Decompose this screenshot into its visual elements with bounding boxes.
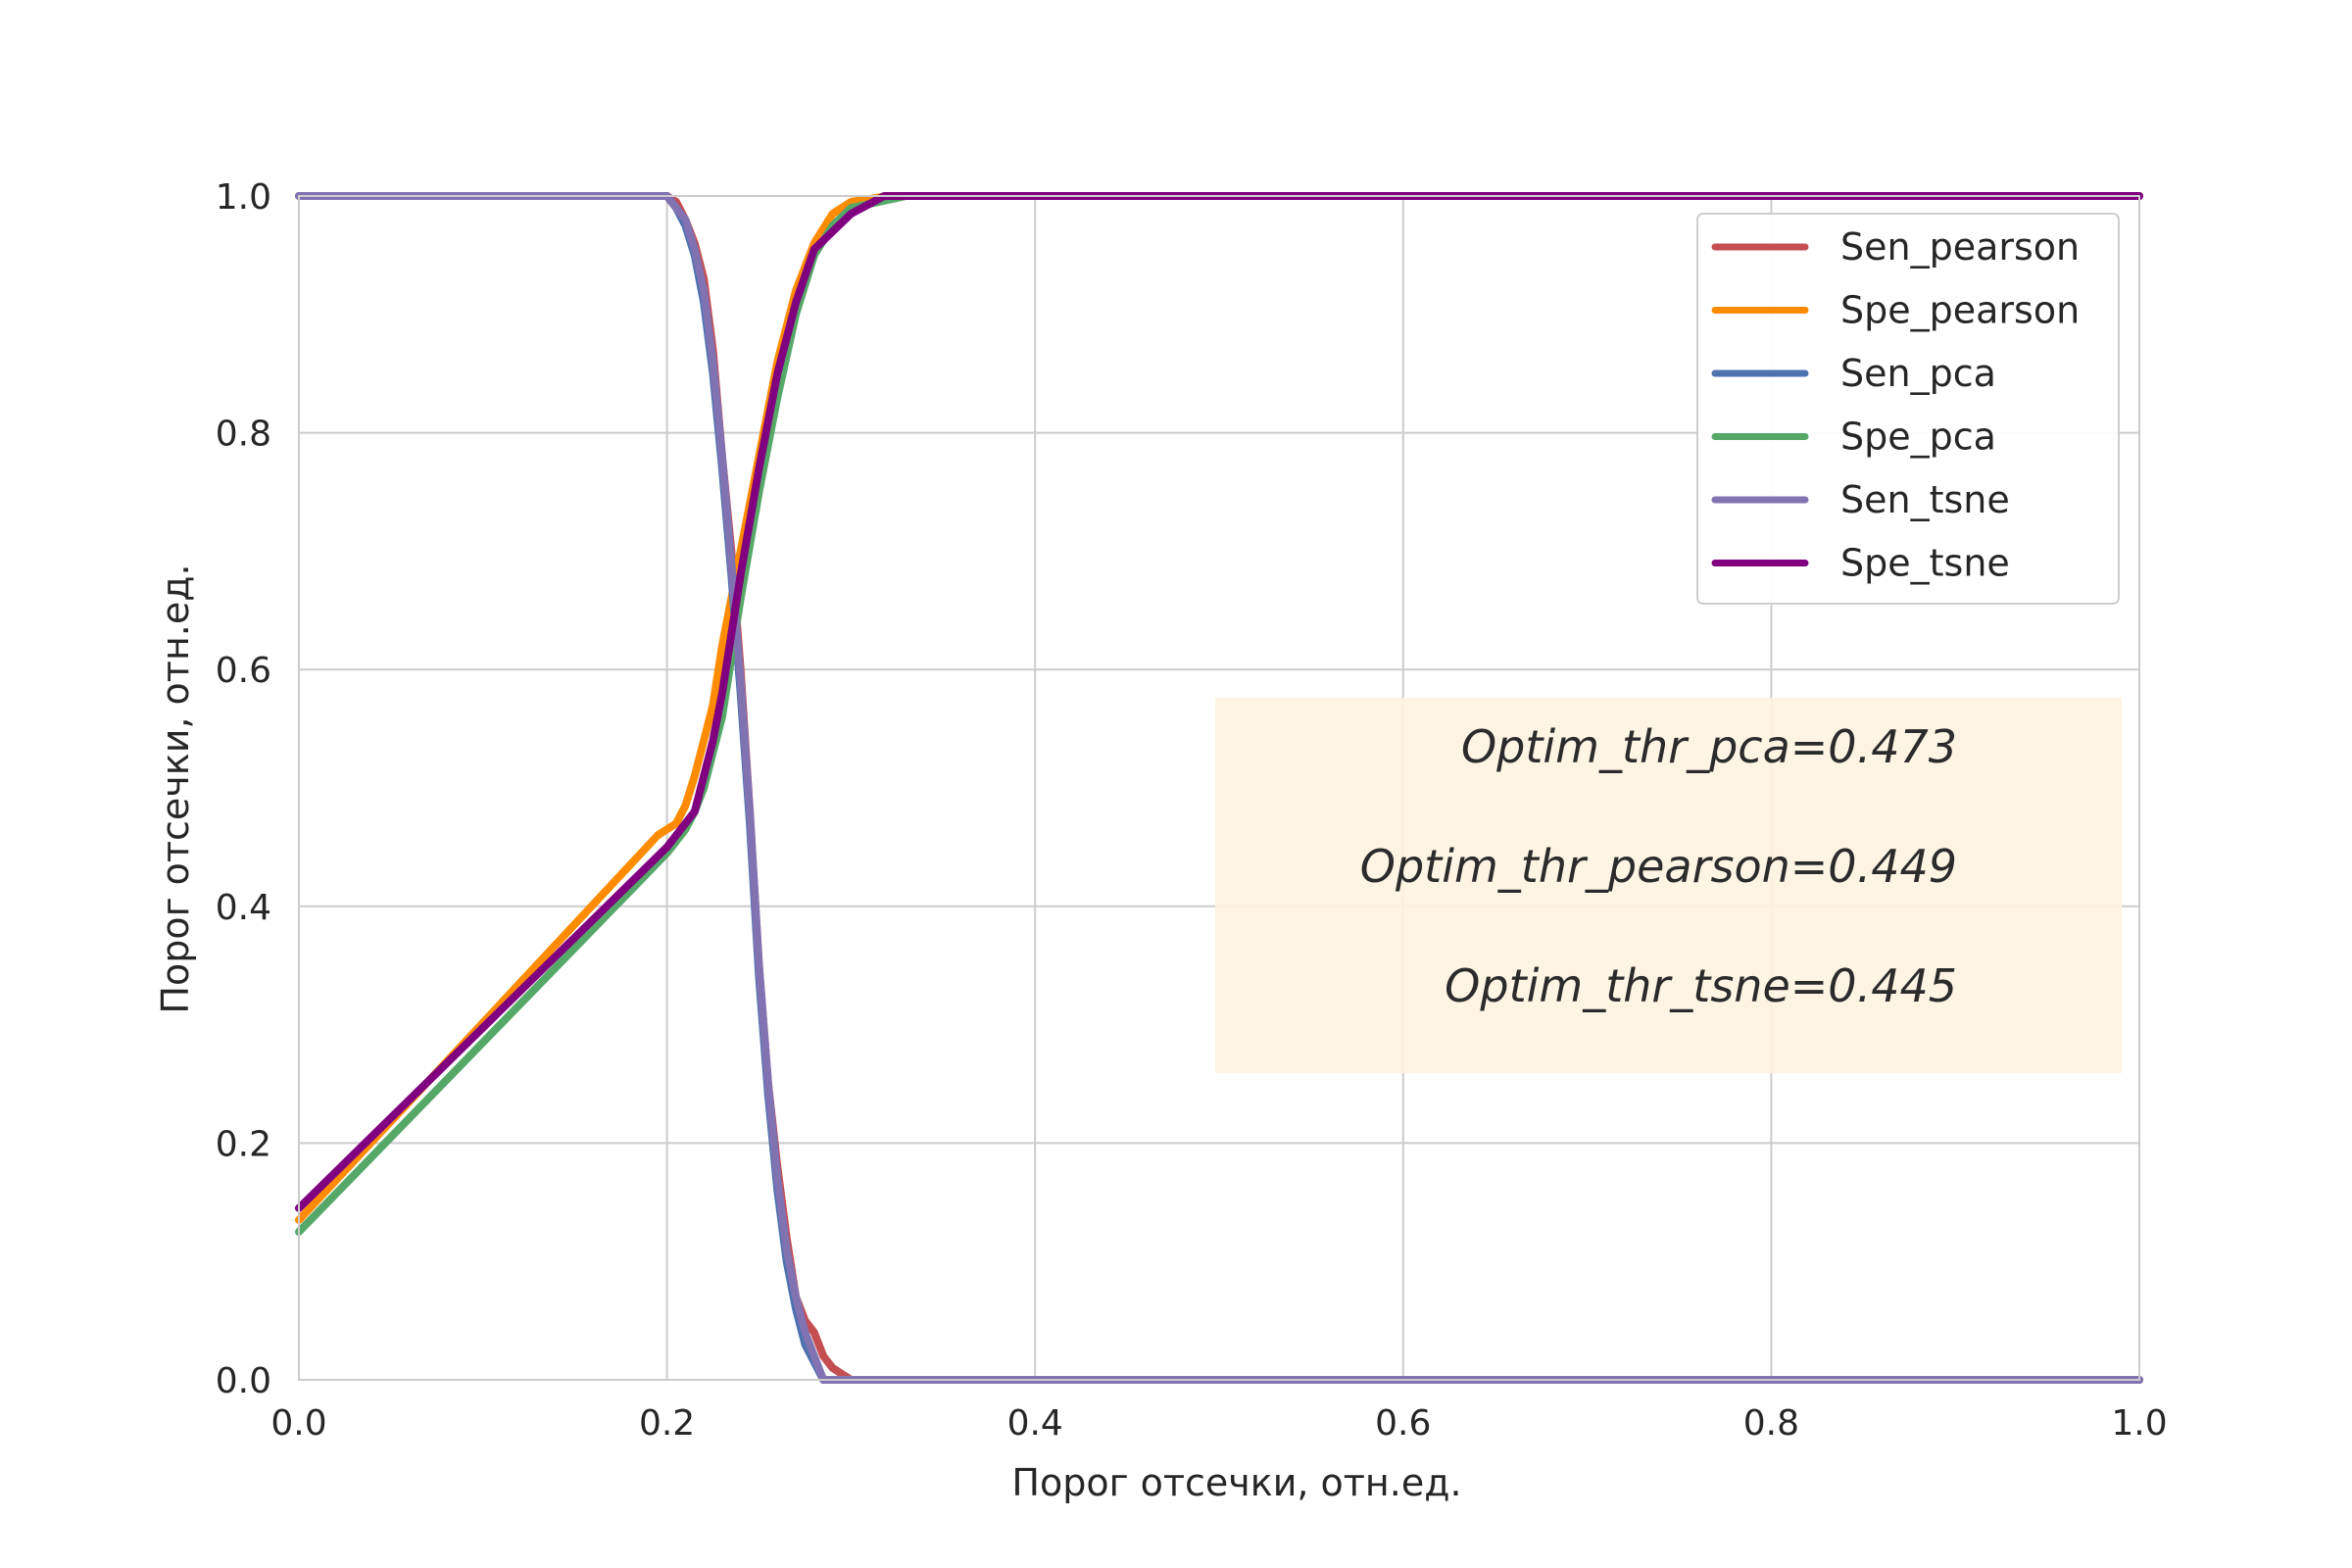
y-tick-label: 0.8	[216, 415, 271, 455]
x-tick-label: 0.6	[1375, 1403, 1431, 1444]
y-tick-label: 0.0	[216, 1361, 271, 1401]
plot-frame	[298, 195, 2140, 1381]
legend-label: Sen_pearson	[1840, 225, 2080, 269]
legend-item[interactable]: Sen_pearson	[1711, 225, 2080, 269]
y-axis-label: Порог отсечки, отн.ед.	[154, 564, 197, 1013]
y-tick-label: 0.2	[216, 1124, 271, 1164]
legend-item[interactable]: Spe_pca	[1711, 416, 1996, 459]
series-line-sen-tsne	[295, 192, 2143, 1384]
y-tick-label: 0.4	[216, 888, 271, 928]
x-tick-label: 0.8	[1743, 1403, 1799, 1444]
optim-threshold-text: Optim_thr_tsne=0.445	[1445, 959, 1957, 1012]
legend-label: Spe_pca	[1840, 416, 1996, 459]
legend-item[interactable]: Sen_tsne	[1711, 478, 2010, 521]
optim-threshold-text: Optim_thr_pearson=0.449	[1360, 840, 1957, 893]
legend-label: Spe_tsne	[1840, 542, 2010, 585]
tick-labels: 0.0 0.2 0.4 0.6 0.8 1.0 0.0 0.2 0.4 0.6 0.8 1.0	[216, 177, 2168, 1444]
legend-label: Sen_pca	[1840, 352, 1996, 395]
annotation-box	[1215, 698, 2122, 1073]
series-line-spe-tsne	[295, 192, 2143, 1212]
y-tick-label: 0.6	[216, 651, 271, 691]
optim-threshold-text: Optim_thr_pca=0.473	[1461, 720, 1957, 773]
legend-item[interactable]: Spe_tsne	[1711, 542, 2010, 585]
x-axis-label: Порог отсечки, отн.ед.	[1011, 1461, 1461, 1504]
legend-label: Spe_pearson	[1840, 289, 2080, 332]
series-lines	[295, 192, 2143, 1384]
x-tick-label: 0.0	[270, 1403, 326, 1444]
legend-label: Sen_tsne	[1840, 478, 2010, 521]
x-tick-label: 1.0	[2111, 1403, 2167, 1444]
annotation-box-bg	[1215, 698, 2122, 1073]
annotation-texts: Optim_thr_pca=0.473 Optim_thr_pearson=0.4…	[1360, 720, 1957, 1012]
legend-item[interactable]: Spe_pearson	[1711, 289, 2080, 332]
y-tick-label: 1.0	[216, 177, 271, 218]
x-tick-label: 0.4	[1007, 1403, 1063, 1444]
x-tick-label: 0.2	[639, 1403, 695, 1444]
legend-item[interactable]: Sen_pca	[1711, 352, 1996, 395]
legend[interactable]: Sen_pearson Spe_pearson Sen_pca Spe_pca Sen_…	[1696, 213, 2120, 605]
